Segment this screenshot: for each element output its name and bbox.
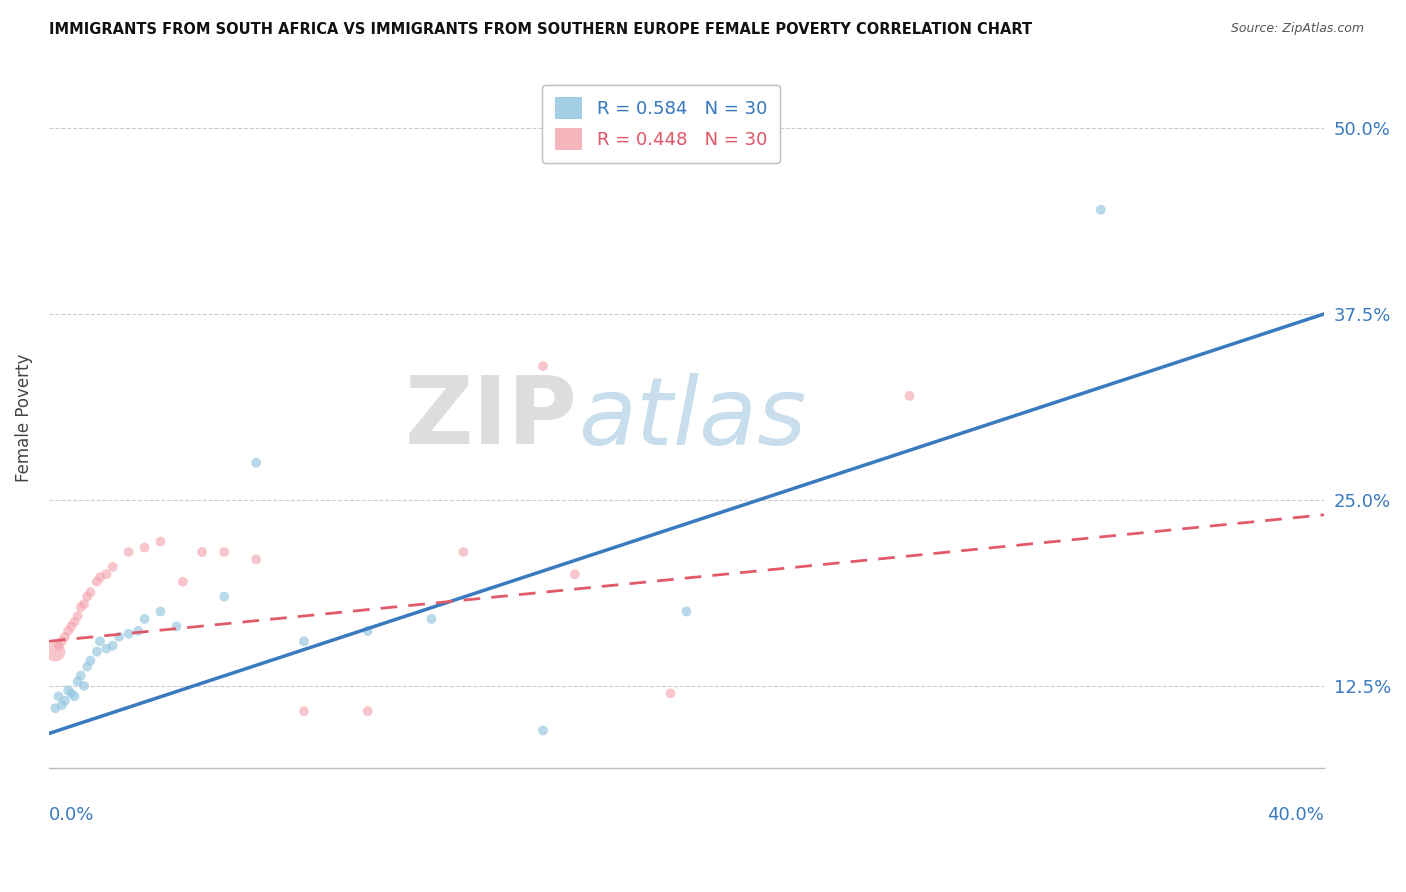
Point [245, 552, 267, 566]
Point [60, 619, 83, 633]
Point [79, 654, 101, 668]
Point [70, 600, 93, 615]
Point [73, 679, 96, 693]
Y-axis label: Female Poverty: Female Poverty [15, 354, 32, 483]
Text: atlas: atlas [578, 373, 806, 464]
Point [70, 668, 93, 682]
Point [53, 630, 76, 644]
Point [96, 567, 118, 582]
Point [118, 627, 141, 641]
Point [63, 615, 86, 629]
Point [292, 704, 315, 718]
Point [56, 683, 79, 698]
Point [48, 639, 70, 653]
Point [101, 639, 124, 653]
Point [44, 645, 66, 659]
Point [108, 630, 131, 644]
Point [172, 574, 194, 589]
Point [245, 456, 267, 470]
Point [79, 585, 101, 599]
Point [63, 690, 86, 704]
Point [1090, 202, 1112, 217]
Point [89, 634, 111, 648]
Point [66, 674, 89, 689]
Point [659, 686, 682, 700]
Point [166, 619, 188, 633]
Point [453, 545, 475, 559]
Point [86, 574, 108, 589]
Point [96, 641, 118, 656]
Point [420, 612, 443, 626]
Point [51, 698, 73, 713]
Point [214, 545, 236, 559]
Text: 40.0%: 40.0% [1267, 806, 1324, 824]
Point [134, 541, 156, 555]
Point [89, 570, 111, 584]
Point [101, 560, 124, 574]
Point [898, 389, 921, 403]
Point [357, 624, 380, 638]
Point [51, 634, 73, 648]
Point [675, 605, 697, 619]
Text: ZIP: ZIP [405, 372, 578, 464]
Point [76, 590, 98, 604]
Text: 0.0%: 0.0% [49, 806, 94, 824]
Point [44, 701, 66, 715]
Point [149, 534, 172, 549]
Text: Source: ZipAtlas.com: Source: ZipAtlas.com [1230, 22, 1364, 36]
Point [73, 597, 96, 611]
Point [134, 612, 156, 626]
Point [564, 567, 586, 582]
Point [149, 605, 172, 619]
Point [127, 624, 149, 638]
Text: IMMIGRANTS FROM SOUTH AFRICA VS IMMIGRANTS FROM SOUTHERN EUROPE FEMALE POVERTY C: IMMIGRANTS FROM SOUTH AFRICA VS IMMIGRAN… [49, 22, 1032, 37]
Point [60, 686, 83, 700]
Point [191, 545, 214, 559]
Legend: R = 0.584   N = 30, R = 0.448   N = 30: R = 0.584 N = 30, R = 0.448 N = 30 [543, 85, 779, 163]
Point [56, 624, 79, 638]
Point [48, 690, 70, 704]
Point [531, 359, 554, 373]
Point [86, 645, 108, 659]
Point [66, 609, 89, 624]
Point [53, 694, 76, 708]
Point [214, 590, 236, 604]
Point [76, 659, 98, 673]
Point [531, 723, 554, 738]
Point [118, 545, 141, 559]
Point [357, 704, 380, 718]
Point [292, 634, 315, 648]
